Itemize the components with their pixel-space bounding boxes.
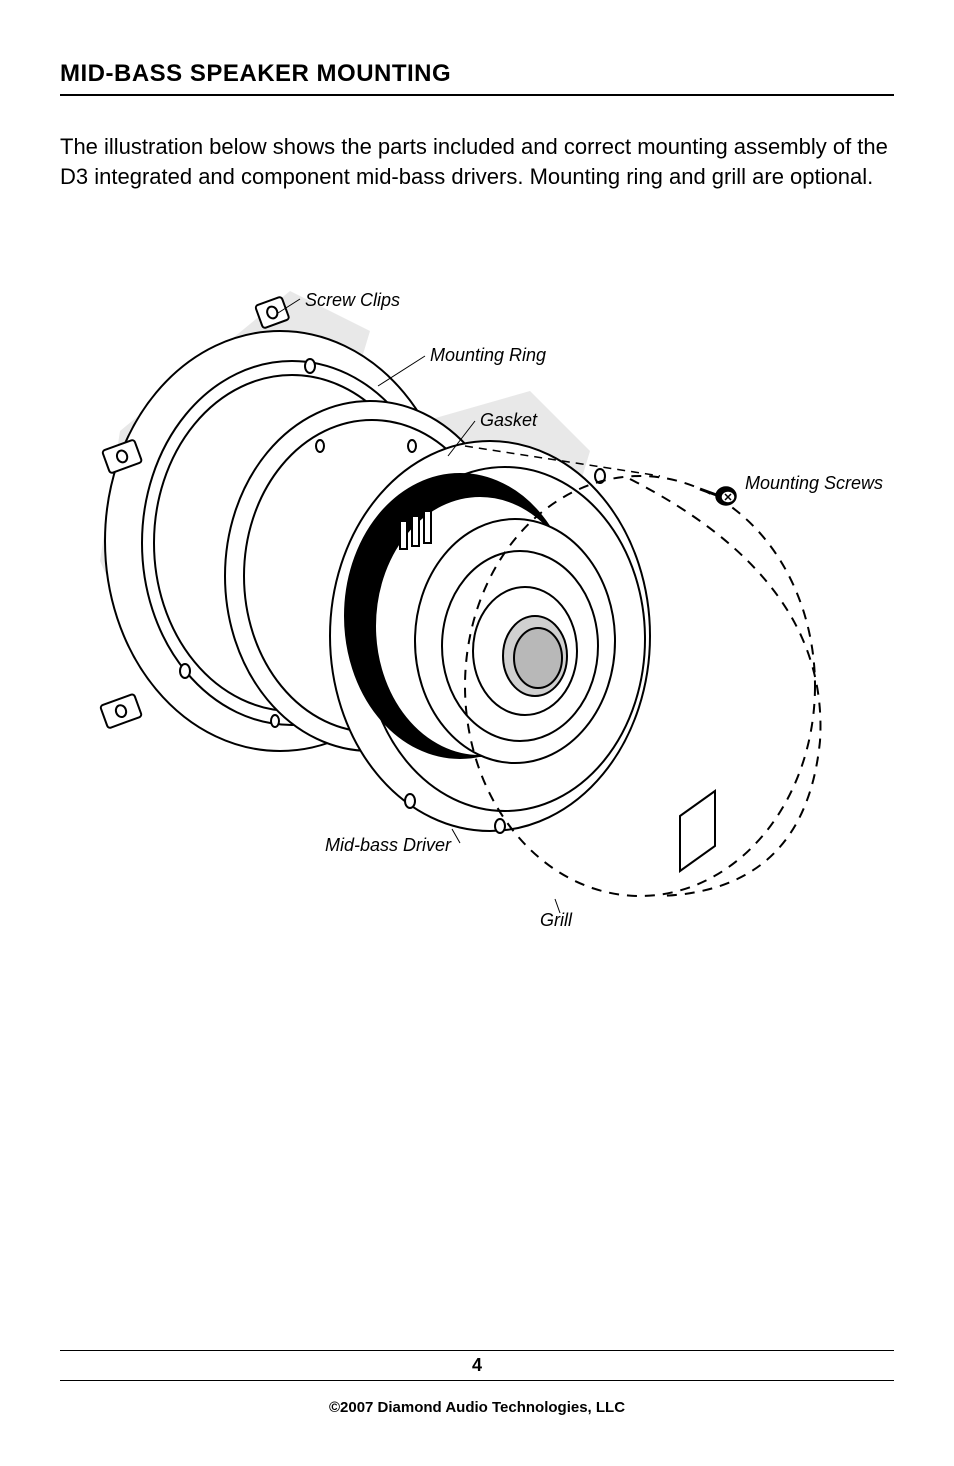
leader-midbass [452, 829, 460, 843]
label-mid-bass-driver: Mid-bass Driver [325, 835, 452, 855]
section-heading: MID-BASS SPEAKER MOUNTING [60, 60, 894, 88]
label-grill: Grill [540, 910, 573, 930]
mounting-screw [700, 487, 736, 505]
label-gasket: Gasket [480, 410, 538, 430]
page-footer: 4 ©2007 Diamond Audio Technologies, LLC [60, 1350, 894, 1416]
intro-paragraph: The illustration below shows the parts i… [60, 132, 894, 191]
page-number: 4 [60, 1355, 894, 1376]
footer-rule-bottom [60, 1380, 894, 1381]
mid-bass-driver [330, 441, 650, 833]
diagram-svg: Screw Clips Mounting Ring Gasket Mountin… [60, 231, 894, 991]
label-screw-clips: Screw Clips [305, 290, 400, 310]
exploded-diagram: Screw Clips Mounting Ring Gasket Mountin… [60, 231, 894, 991]
footer-rule-top [60, 1350, 894, 1351]
heading-rule [60, 94, 894, 96]
label-mounting-screws: Mounting Screws [745, 473, 883, 493]
label-mounting-ring: Mounting Ring [430, 345, 546, 365]
leader-mounting-ring [378, 356, 425, 386]
copyright: ©2007 Diamond Audio Technologies, LLC [60, 1399, 894, 1416]
